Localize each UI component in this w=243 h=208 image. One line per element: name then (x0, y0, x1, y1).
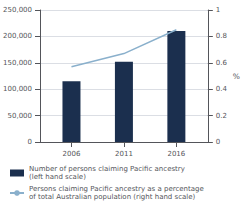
svg-text:Number of persons claiming Pac: Number of persons claiming Pacific ances… (29, 165, 185, 173)
svg-text:0: 0 (216, 138, 220, 146)
svg-text:0.8: 0.8 (216, 32, 227, 40)
svg-text:%: % (233, 72, 240, 81)
svg-text:0.2: 0.2 (216, 112, 227, 120)
svg-text:200,000: 200,000 (3, 32, 32, 40)
svg-text:50,000: 50,000 (8, 112, 33, 120)
svg-text:2016: 2016 (167, 150, 185, 158)
svg-text:0.4: 0.4 (216, 85, 228, 93)
svg-text:of total Australian population: of total Australian population (right ha… (29, 193, 196, 201)
svg-text:100,000: 100,000 (3, 85, 32, 93)
svg-text:(left hand scale): (left hand scale) (29, 173, 86, 181)
svg-text:0.6: 0.6 (216, 59, 228, 67)
svg-text:2006: 2006 (63, 150, 81, 158)
svg-text:250,000: 250,000 (3, 6, 32, 14)
svg-text:Persons claiming Pacific ances: Persons claiming Pacific ancestry as a p… (29, 185, 204, 193)
svg-text:0: 0 (28, 138, 32, 146)
svg-text:150,000: 150,000 (3, 59, 32, 67)
svg-text:1: 1 (216, 6, 220, 14)
svg-text:2011: 2011 (115, 150, 133, 158)
